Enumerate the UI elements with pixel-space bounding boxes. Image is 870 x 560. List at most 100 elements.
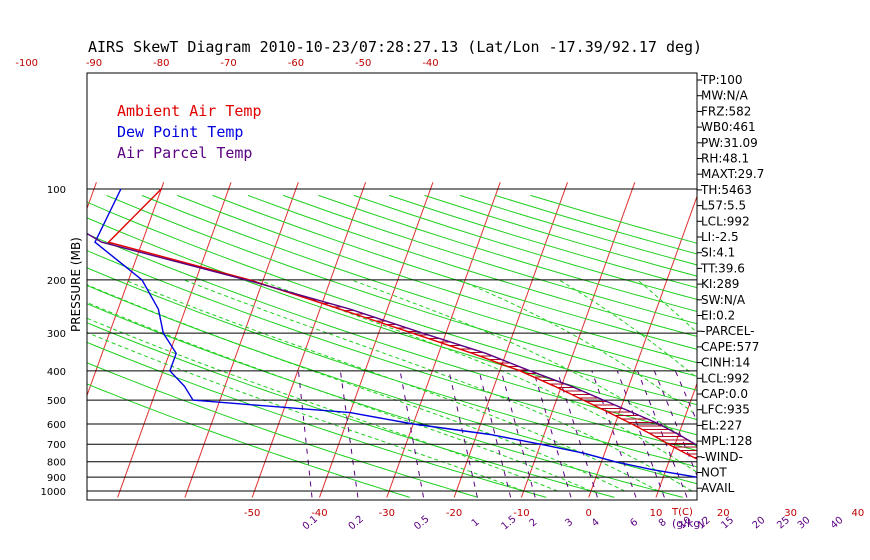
y-tick-label: 300 [47, 329, 66, 340]
y-tick-label: 600 [47, 420, 66, 431]
profile-ambient-air-temp [107, 188, 697, 460]
y-tick-label: 100 [47, 185, 66, 196]
moist-adiabat-line [87, 301, 592, 492]
mixing-ratio-label: 4 [590, 517, 602, 530]
dry-adiabat-line [87, 362, 479, 498]
bottom-temp-tick-label: -10 [513, 508, 529, 519]
index-item: SW:N/A [701, 293, 746, 307]
bottom-temp-tick-label: -20 [446, 508, 462, 519]
dry-adiabat-line [177, 194, 697, 364]
index-item: FRZ:582 [701, 104, 751, 118]
dry-adiabat-line [212, 194, 697, 350]
mixing-ratio-line [743, 371, 806, 498]
index-item: SI:4.1 [701, 246, 735, 260]
y-tick-label: 1000 [41, 487, 66, 498]
mixing-ratio-line [653, 370, 697, 477]
mixing-ratio-line [591, 370, 637, 498]
y-tick-label: 400 [47, 367, 66, 378]
isotherm-line [319, 182, 434, 498]
moist-adiabat-line [458, 279, 697, 416]
index-item: CAPE:577 [701, 340, 759, 354]
dry-adiabat-line [87, 303, 683, 498]
top-temp-tick-label: -100 [15, 58, 38, 69]
dry-adiabat-line [283, 194, 697, 325]
profile-dew-point-temp [94, 188, 697, 478]
mixing-ratio-line [637, 370, 688, 498]
isotherm-line [251, 182, 367, 498]
legend-item: Air Parcel Temp [117, 144, 252, 162]
index-item: RH:48.1 [701, 152, 749, 166]
isotherm-line [858, 182, 870, 497]
index-item: KI:289 [701, 277, 739, 291]
index-item: L57:5.5 [701, 199, 746, 213]
mixing-ratio-label: 20 [751, 515, 768, 532]
mixing-ratio-label: 0.2 [347, 514, 366, 533]
dry-adiabat-line [389, 194, 697, 289]
top-temp-tick-label: -40 [422, 58, 438, 69]
bottom-temp-tick-label: 40 [852, 508, 865, 519]
index-item: NOT [701, 466, 727, 480]
index-item: MAXT:29.7 [701, 167, 764, 181]
index-item: LI:-2.5 [701, 230, 739, 244]
dry-adiabat-line [87, 217, 697, 421]
isotherm-line [0, 182, 29, 497]
moist-adiabat-line [124, 279, 659, 492]
mixing-ratio-label: 8 [657, 517, 669, 530]
y-tick-label: 800 [47, 458, 66, 469]
index-item: MW:N/A [701, 89, 749, 103]
mixing-ratio-label: 40 [829, 515, 846, 532]
dry-adiabat-line [87, 267, 697, 468]
dry-adiabat-line [87, 284, 697, 485]
isotherm-line [117, 182, 232, 498]
index-item: CAP:0.0 [701, 387, 748, 401]
mixing-ratio-line [500, 370, 536, 498]
mixing-ratio-line [616, 370, 665, 498]
dry-adiabat-line [87, 322, 615, 498]
mixing-ratio-line [399, 370, 425, 498]
top-temp-tick-label: -80 [153, 58, 169, 69]
moist-adiabat-line [87, 317, 558, 492]
mixing-ratio-label: 3 [563, 517, 575, 530]
y-axis-label: PRESSURE (MB) [69, 237, 83, 332]
dry-adiabat-line [106, 194, 697, 391]
moist-adiabat-line [183, 279, 693, 492]
mixing-ratio-line [773, 371, 839, 498]
index-item: EL:227 [701, 418, 742, 432]
dry-adiabat-line [87, 250, 697, 452]
index-item: LCL:992 [701, 371, 750, 385]
mixing-ratio-unit: (g/kg) [672, 517, 705, 530]
top-temp-tick-label: -60 [288, 58, 304, 69]
y-tick-label: 900 [47, 473, 66, 484]
dry-adiabat-line [353, 194, 697, 300]
index-item: -WIND- [701, 450, 743, 464]
dry-adiabat-line [87, 201, 697, 406]
index-item: LFC:935 [701, 403, 750, 417]
dry-adiabat-line [87, 341, 547, 498]
dry-adiabat-line [247, 194, 697, 337]
mixing-ratio-line [297, 370, 313, 498]
moist-adiabat-line [87, 284, 625, 492]
profile-air-parcel-temp [87, 232, 697, 446]
mixing-ratio-line [448, 370, 478, 498]
mixing-ratio-label: 2 [528, 517, 540, 530]
index-item: TH:5463 [700, 183, 752, 197]
mixing-ratio-label: 1 [470, 517, 482, 530]
index-item: CINH:14 [701, 356, 750, 370]
dry-adiabat-line [141, 194, 697, 377]
bottom-temp-tick-label: 20 [717, 508, 730, 519]
index-item: -PARCEL- [701, 324, 755, 338]
bottom-temp-tick-label: -40 [311, 508, 327, 519]
y-tick-label: 200 [47, 276, 66, 287]
top-temp-tick-label: -50 [355, 58, 371, 69]
legend-item: Dew Point Temp [117, 123, 243, 141]
y-tick-label: 700 [47, 440, 66, 451]
chart-title: AIRS SkewT Diagram 2010-10-23/07:28:27.1… [88, 38, 702, 56]
moist-adiabat-line [637, 279, 697, 334]
mixing-ratio-line [532, 370, 572, 498]
mixing-ratio-label: 0.5 [412, 514, 431, 533]
top-temp-tick-label: -70 [220, 58, 236, 69]
index-item: TT:39.6 [700, 261, 745, 275]
bottom-temp-tick-label: -30 [379, 508, 395, 519]
bottom-temp-tick-label: 30 [784, 508, 797, 519]
isotherm-line [184, 182, 299, 498]
